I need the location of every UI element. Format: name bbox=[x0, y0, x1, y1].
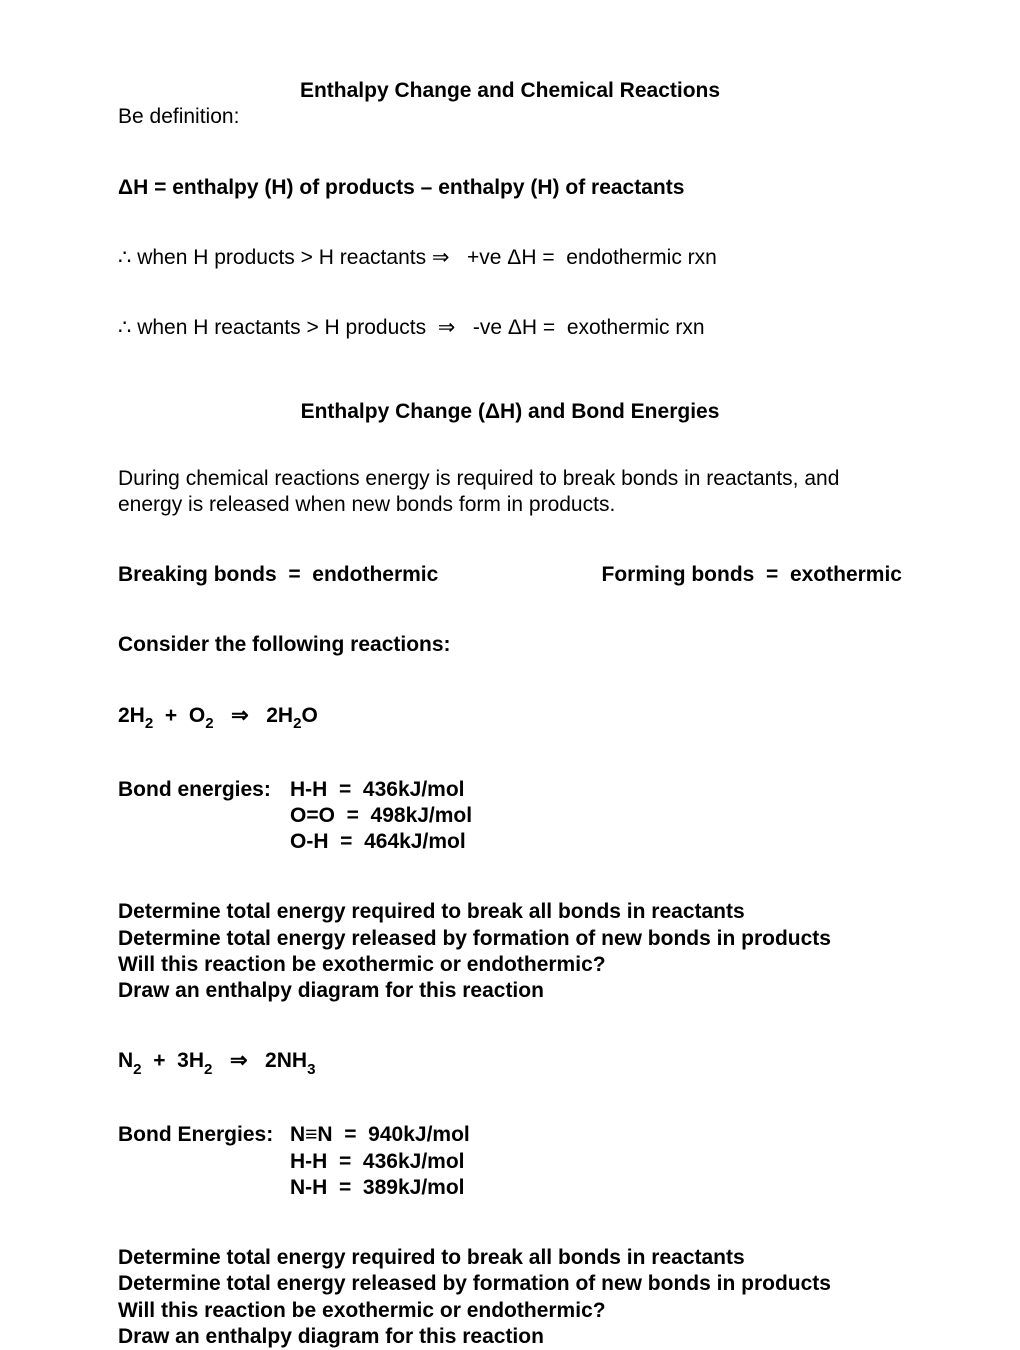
rxn2-plus: + 3H bbox=[142, 1049, 204, 1072]
definition-lead: Be definition: bbox=[118, 104, 902, 130]
rxn2-arrow: ⇒ 2NH bbox=[212, 1049, 307, 1072]
rxn1-plus: + O bbox=[153, 704, 205, 727]
q1a: Determine total energy required to break… bbox=[118, 899, 902, 925]
bond-energies-2-label: Bond Energies: bbox=[118, 1122, 290, 1201]
rxn1-sub3: 2 bbox=[293, 715, 301, 732]
rxn1-tail: O bbox=[301, 704, 317, 727]
rxn1-sub1: 2 bbox=[145, 715, 153, 732]
rxn2-sub2: 2 bbox=[204, 1061, 212, 1078]
questions-block-2: Determine total energy required to break… bbox=[118, 1245, 902, 1350]
bond-energies-2: Bond Energies: N≡N = 940kJ/mol H-H = 436… bbox=[118, 1122, 902, 1201]
main-title: Enthalpy Change and Chemical Reactions bbox=[118, 78, 902, 104]
rxn2-sub3: 3 bbox=[307, 1061, 315, 1078]
be1-oo: O=O = 498kJ/mol bbox=[290, 803, 472, 829]
forming-bonds: Forming bonds = exothermic bbox=[602, 562, 902, 588]
case-endothermic: ∴ when H products > H reactants ⇒ +ve ΔH… bbox=[118, 245, 902, 271]
rxn1-arrow: ⇒ 2H bbox=[214, 704, 293, 727]
delta-h-definition: ΔH = enthalpy (H) of products – enthalpy… bbox=[118, 175, 902, 201]
breaking-bonds: Breaking bonds = endothermic bbox=[118, 562, 438, 588]
section2-intro: During chemical reactions energy is requ… bbox=[118, 466, 902, 519]
bond-energies-2-values: N≡N = 940kJ/mol H-H = 436kJ/mol N-H = 38… bbox=[290, 1122, 470, 1201]
q2b: Determine total energy released by forma… bbox=[118, 1271, 902, 1297]
be2-hh: H-H = 436kJ/mol bbox=[290, 1149, 470, 1175]
bond-energies-1: Bond energies: H-H = 436kJ/mol O=O = 498… bbox=[118, 777, 902, 856]
be1-oh: O-H = 464kJ/mol bbox=[290, 829, 472, 855]
be2-nn: N≡N = 940kJ/mol bbox=[290, 1122, 470, 1148]
q2a: Determine total energy required to break… bbox=[118, 1245, 902, 1271]
be2-nh: N-H = 389kJ/mol bbox=[290, 1175, 470, 1201]
reaction-1: 2H2 + O2 ⇒ 2H2O bbox=[118, 703, 902, 733]
be1-hh: H-H = 436kJ/mol bbox=[290, 777, 472, 803]
q1d: Draw an enthalpy diagram for this reacti… bbox=[118, 978, 902, 1004]
q1c: Will this reaction be exothermic or endo… bbox=[118, 952, 902, 978]
consider-label: Consider the following reactions: bbox=[118, 632, 902, 658]
rxn1-sub2: 2 bbox=[205, 715, 213, 732]
page: Enthalpy Change and Chemical Reactions B… bbox=[0, 0, 1020, 1320]
q1b: Determine total energy released by forma… bbox=[118, 926, 902, 952]
reaction-2: N2 + 3H2 ⇒ 2NH3 bbox=[118, 1048, 902, 1078]
q2d: Draw an enthalpy diagram for this reacti… bbox=[118, 1324, 902, 1350]
section2-title: Enthalpy Change (ΔH) and Bond Energies bbox=[118, 399, 902, 425]
bond-energies-1-values: H-H = 436kJ/mol O=O = 498kJ/mol O-H = 46… bbox=[290, 777, 472, 856]
questions-block-1: Determine total energy required to break… bbox=[118, 899, 902, 1004]
q2c: Will this reaction be exothermic or endo… bbox=[118, 1298, 902, 1324]
rxn1-coef1: 2H bbox=[118, 704, 145, 727]
rxn2-sub1: 2 bbox=[133, 1061, 141, 1078]
bond-rule-row: Breaking bonds = endothermic Forming bon… bbox=[118, 562, 902, 588]
bond-energies-1-label: Bond energies: bbox=[118, 777, 290, 856]
rxn2-coef1: N bbox=[118, 1049, 133, 1072]
case-exothermic: ∴ when H reactants > H products ⇒ -ve ΔH… bbox=[118, 315, 902, 341]
